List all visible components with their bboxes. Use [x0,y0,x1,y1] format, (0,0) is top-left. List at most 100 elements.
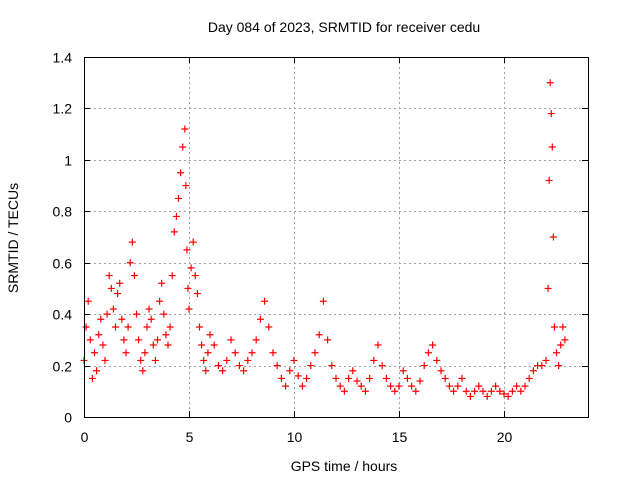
y-tick-label: 0 [64,410,72,426]
plot-frame [84,57,589,418]
data-point [466,392,474,400]
data-point [248,349,256,357]
data-point [261,297,269,305]
data-point [303,374,311,382]
data-point [307,362,315,370]
data-point [500,390,508,398]
data-point [118,315,126,323]
data-point [277,374,285,382]
y-axis-label: SRMTID / TECUs [5,183,21,293]
data-point [147,315,155,323]
data-point [454,382,462,390]
data-point [517,387,525,395]
data-point [101,356,109,364]
data-point [196,323,203,331]
data-point [545,176,553,184]
data-point [227,336,235,344]
data-point [91,349,98,357]
data-point [158,279,166,287]
data-point [143,323,151,331]
data-point [429,341,437,349]
data-point [416,377,424,385]
data-point [458,374,466,382]
data-point [391,387,399,395]
data-point [382,374,390,382]
data-point [547,110,555,118]
data-point [214,362,222,370]
data-point [492,382,500,390]
data-point [168,272,176,280]
data-point [160,310,168,318]
data-point [445,382,453,390]
data-point [538,362,546,370]
data-point [114,290,122,298]
data-point [315,331,323,339]
data-point [210,341,218,349]
data-point [141,349,149,357]
data-point [191,272,199,280]
data-point [151,356,159,364]
data-point [450,387,458,395]
data-point [374,341,382,349]
data-point [166,323,174,331]
data-point [487,387,495,395]
data-point [555,362,563,370]
y-tick-label: 0.2 [53,359,73,375]
data-point [265,323,273,331]
data-point [116,279,124,287]
data-point [366,374,374,382]
data-point [130,272,138,280]
data-point [549,233,557,241]
data-point [181,125,189,133]
data-point [206,331,214,339]
data-point [126,259,134,267]
data-point [408,382,416,390]
data-point [82,323,90,331]
data-point [107,284,115,292]
data-point [345,374,353,382]
data-point [156,297,164,305]
data-point [557,341,565,349]
data-point [179,143,187,151]
data-point [105,272,113,280]
data-point [184,284,192,292]
data-point [496,387,504,395]
data-point [235,362,243,370]
y-tick-label: 1.4 [53,50,73,66]
data-point [542,356,550,364]
data-point [521,382,529,390]
data-point [479,387,487,395]
data-point [471,387,479,395]
data-point [433,356,441,364]
data-point [387,382,395,390]
data-point [437,367,445,375]
data-point [109,305,117,313]
data-point [240,367,248,375]
data-point [424,349,432,357]
data-point [294,372,302,380]
data-point [319,297,327,305]
data-point [97,315,105,323]
data-point [483,392,491,400]
data-point [361,387,369,395]
x-tick-label: 15 [392,429,408,445]
data-point [202,367,210,375]
data-point [332,374,340,382]
data-point [349,367,357,375]
data-point [172,212,180,220]
y-tick-label: 0.4 [53,307,73,323]
data-point [252,336,260,344]
data-point [99,341,107,349]
data-point [135,336,143,344]
data-point [84,297,92,305]
data-point [548,143,556,151]
y-tick-label: 1 [64,153,72,169]
data-point [290,356,298,364]
data-point [399,367,407,375]
data-point [282,382,290,390]
data-point [504,392,512,400]
y-tick-label: 1.2 [53,101,73,117]
data-point [550,323,558,331]
data-point [286,367,294,375]
x-tick-label: 5 [186,429,194,445]
